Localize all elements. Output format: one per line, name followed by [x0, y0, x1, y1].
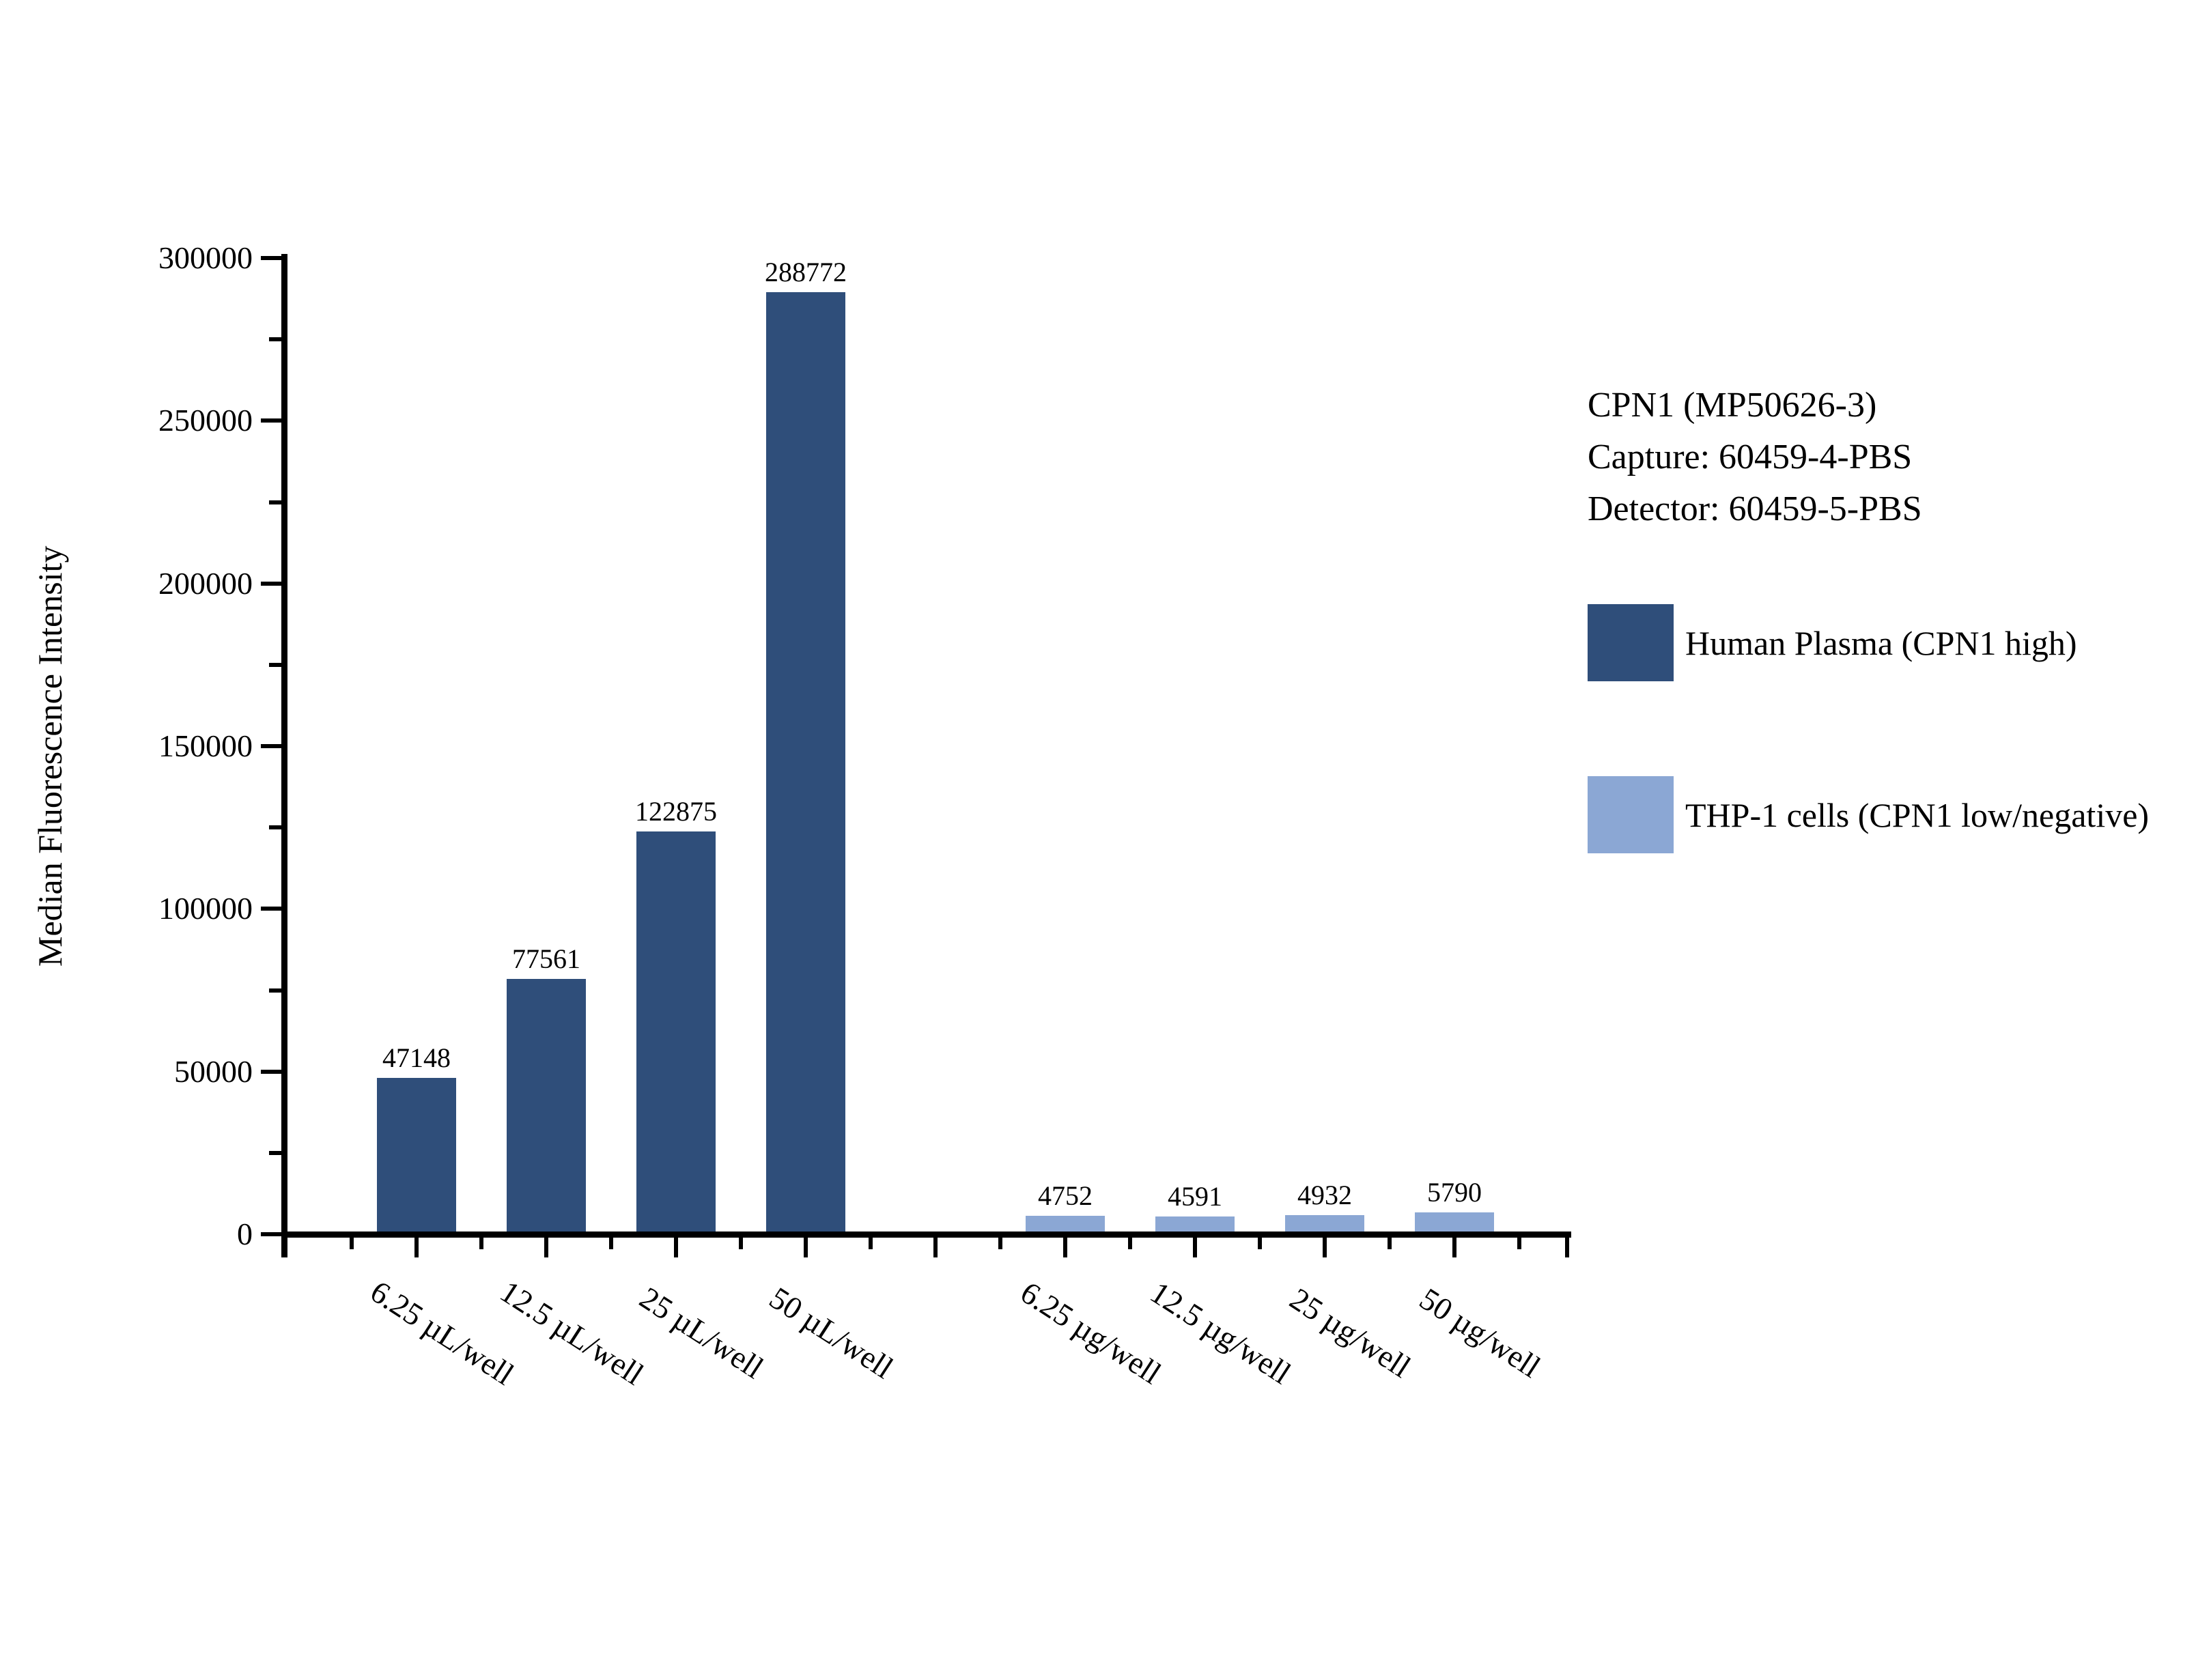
- y-tick-label: 100000: [158, 891, 253, 926]
- x-minor-tick: [739, 1238, 743, 1249]
- y-tick-label: 0: [237, 1216, 253, 1251]
- chart-annotation: CPN1 (MP50626-3) Capture: 60459-4-PBS De…: [1588, 380, 1922, 535]
- bar-value-label: 288772: [765, 256, 847, 287]
- bar-value-label: 4752: [1038, 1180, 1093, 1212]
- legend-label-thp1-cells: THP-1 cells (CPN1 low/negative): [1685, 795, 2150, 834]
- x-minor-tick: [1517, 1238, 1521, 1249]
- bar: [507, 979, 586, 1231]
- annotation-line-1: CPN1 (MP50626-3): [1588, 386, 1877, 425]
- bar-value-label: 4591: [1168, 1181, 1222, 1212]
- bar: [766, 291, 845, 1231]
- x-tick-label: 6.25 µL/well: [364, 1273, 520, 1392]
- y-major-tick: [261, 744, 281, 748]
- bar-value-label: 5790: [1427, 1177, 1482, 1208]
- x-major-tick: [414, 1238, 419, 1257]
- y-minor-tick: [269, 500, 281, 504]
- y-major-tick: [261, 581, 281, 586]
- y-axis: [281, 254, 287, 1257]
- y-tick-label: 150000: [158, 728, 253, 763]
- bar: [636, 831, 716, 1231]
- x-minor-tick: [350, 1238, 354, 1249]
- y-tick-label: 300000: [158, 240, 253, 275]
- y-minor-tick: [269, 662, 281, 667]
- x-major-tick: [1452, 1238, 1456, 1257]
- x-major-tick: [1193, 1238, 1197, 1257]
- x-major-tick: [674, 1238, 678, 1257]
- x-tick-label: 25 µg/well: [1284, 1281, 1417, 1384]
- bar: [1285, 1215, 1364, 1231]
- x-major-tick: [1323, 1238, 1327, 1257]
- bar-value-label: 122875: [635, 796, 717, 827]
- bar: [1415, 1212, 1494, 1231]
- y-major-tick: [261, 256, 281, 260]
- x-minor-tick: [1388, 1238, 1392, 1249]
- x-axis: [281, 1231, 1571, 1238]
- x-tick-label: 50 µg/well: [1413, 1281, 1547, 1384]
- y-major-tick: [261, 1069, 281, 1074]
- x-minor-tick: [609, 1238, 613, 1249]
- legend-item-human-plasma: Human Plasma (CPN1 high): [1588, 604, 2077, 681]
- bar-value-label: 4932: [1297, 1180, 1352, 1211]
- x-minor-tick: [1258, 1238, 1262, 1249]
- x-major-tick: [804, 1238, 808, 1257]
- legend-swatch-human-plasma: [1588, 604, 1674, 681]
- x-major-tick: [544, 1238, 548, 1257]
- bar-value-label: 77561: [512, 943, 580, 975]
- x-tick-label: 6.25 µg/well: [1014, 1275, 1168, 1391]
- x-tick-label: 12.5 µg/well: [1144, 1275, 1297, 1391]
- x-major-tick: [1063, 1238, 1067, 1257]
- x-minor-tick: [479, 1238, 483, 1249]
- x-major-tick: [933, 1238, 938, 1257]
- y-minor-tick: [269, 337, 281, 342]
- x-tick-label: 25 µL/well: [634, 1280, 770, 1386]
- x-minor-tick: [869, 1238, 873, 1249]
- bar: [377, 1078, 456, 1231]
- y-minor-tick: [269, 1150, 281, 1155]
- y-axis-title: Median Fluorescence Intensity: [31, 545, 69, 967]
- y-major-tick: [261, 1232, 281, 1236]
- legend-item-thp1-cells: THP-1 cells (CPN1 low/negative): [1588, 776, 2149, 853]
- annotation-line-3: Detector: 60459-5-PBS: [1588, 489, 1922, 528]
- annotation-line-2: Capture: 60459-4-PBS: [1588, 438, 1913, 476]
- bar-value-label: 47148: [382, 1042, 451, 1074]
- x-minor-tick: [1128, 1238, 1132, 1249]
- x-tick-label: 50 µL/well: [763, 1280, 900, 1386]
- y-tick-label: 50000: [174, 1053, 253, 1089]
- y-minor-tick: [269, 825, 281, 830]
- y-tick-label: 250000: [158, 403, 253, 438]
- bar: [1155, 1216, 1235, 1231]
- x-major-tick: [1565, 1238, 1569, 1257]
- bar: [1026, 1216, 1105, 1231]
- x-minor-tick: [998, 1238, 1002, 1249]
- legend-swatch-thp1-cells: [1588, 776, 1674, 853]
- y-major-tick: [261, 418, 281, 423]
- legend-label-human-plasma: Human Plasma (CPN1 high): [1685, 623, 2077, 662]
- x-tick-label: 12.5 µL/well: [494, 1273, 650, 1392]
- y-minor-tick: [269, 988, 281, 993]
- y-tick-label: 200000: [158, 565, 253, 601]
- y-major-tick: [261, 907, 281, 911]
